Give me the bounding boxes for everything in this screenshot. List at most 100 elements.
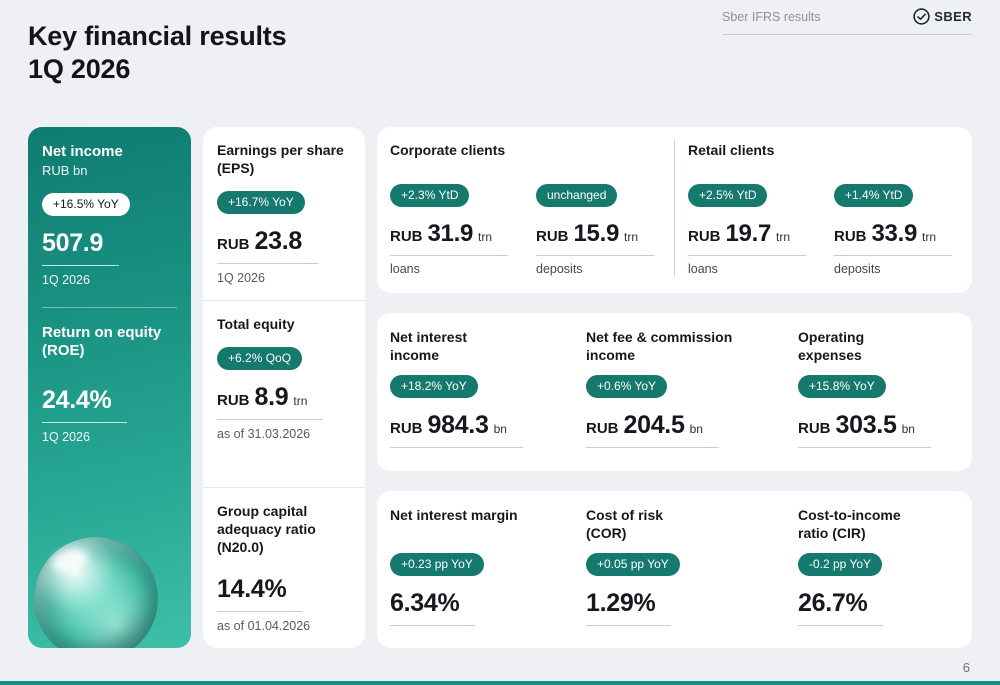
roe-value: 24.4% [42,386,112,414]
total-equity-currency: RUB [217,391,250,409]
corporate-loans-metric: +2.3% YtD RUB 31.9 trn loans [390,183,526,276]
operating-expenses-value-block: RUB 303.5 bn [798,411,956,448]
cost-of-risk-value-block: 1.29% [586,589,798,626]
corporate-clients-group: Corporate clients +2.3% YtD RUB 31.9 trn l… [377,127,674,293]
page-title: Key financial results 1Q 2026 [28,20,287,86]
eps-value-block: RUB 23.8 [217,227,351,264]
net-income-card: Net income RUB bn +16.5% YoY 507.9 1Q 20… [28,127,191,648]
fee-commission-income-metric: Net fee & commission income +0.6% YoY RU… [586,329,798,471]
clients-vertical-divider [674,139,675,277]
operating-expenses-badge: +15.8% YoY [798,375,886,398]
retail-deposits-unit: trn [922,229,937,244]
net-interest-margin-value: 6.34% [390,589,460,617]
net-income-value-block: 507.9 [42,229,177,266]
retail-deposits-currency: RUB [834,227,867,245]
corporate-loans-value-row: RUB 31.9 trn [390,219,509,256]
operating-expenses-unit: bn [901,422,915,436]
operating-expenses-title: Operating expenses [798,329,865,363]
net-interest-income-title: Net interest income [390,329,468,363]
corporate-deposits-label: deposits [536,261,583,276]
operating-expenses-metric: Operating expenses +15.8% YoY RUB 303.5 bn [798,329,956,471]
net-interest-income-currency: RUB [390,420,423,437]
cost-of-risk-value: 1.29% [586,589,656,617]
cost-to-income-badge: -0.2 pp YoY [798,553,883,576]
cost-of-risk-metric: Cost of risk (COR) +0.05 pp YoY 1.29% [586,507,798,648]
corporate-deposits-currency: RUB [536,227,569,245]
net-interest-margin-badge: +0.23 pp YoY [390,553,484,576]
left-card-divider [42,307,177,308]
equity-column-card: Earnings per share (EPS) +16.7% YoY RUB 2… [203,127,365,648]
total-equity-unit: trn [293,393,308,408]
cost-to-income-value: 26.7% [798,589,868,617]
cost-to-income-value-row: 26.7% [798,589,884,626]
retail-deposits-metric: +1.4% YtD RUB 33.9 trn deposits [834,183,970,276]
cost-to-income-value-block: 26.7% [798,589,956,626]
retail-loans-label: loans [688,261,718,276]
eps-badge: +16.7% YoY [217,190,305,214]
retail-deposits-value: 33.9 [871,219,918,247]
net-income-unit: RUB bn [42,163,88,178]
operating-expenses-currency: RUB [798,420,831,437]
eps-currency: RUB [217,235,250,253]
operating-expenses-value-row: RUB 303.5 bn [798,411,931,448]
net-interest-margin-value-block: 6.34% [390,589,586,626]
net-interest-income-badge: +18.2% YoY [390,375,478,398]
corporate-deposits-value-row: RUB 15.9 trn [536,219,655,256]
source-label: Sber IFRS results [722,9,821,24]
fee-commission-income-value-row: RUB 204.5 bn [586,411,719,448]
retail-deposits-value-block: RUB 33.9 trn [834,220,970,256]
retail-loans-value-block: RUB 19.7 trn [688,220,824,256]
brand-name: SBER [934,9,972,24]
operating-expenses-value: 303.5 [835,411,897,439]
roe-caption: 1Q 2026 [42,430,90,444]
net-interest-margin-value-row: 6.34% [390,589,476,626]
cost-to-income-title: Cost-to-income ratio (CIR) [798,507,901,541]
total-equity-badge: +6.2% QoQ [217,346,303,370]
fee-commission-income-unit: bn [689,422,703,436]
total-equity-caption: as of 31.03.2026 [217,426,311,441]
corporate-clients-metrics: +2.3% YtD RUB 31.9 trn loans unchanged RUB… [390,183,674,276]
corporate-loans-value: 31.9 [427,219,474,247]
source-note: Sber IFRS results SBER [722,8,972,35]
check-circle-icon [913,8,930,25]
retail-deposits-label: deposits [834,261,881,276]
cost-of-risk-title: Cost of risk (COR) [586,507,664,541]
net-interest-income-value-row: RUB 984.3 bn [390,411,523,448]
corporate-loans-value-block: RUB 31.9 trn [390,220,526,256]
retail-loans-badge: +2.5% YtD [688,183,768,207]
fee-commission-income-currency: RUB [586,420,619,437]
sber-logo: SBER [913,8,972,25]
net-interest-income-value-block: RUB 984.3 bn [390,411,586,448]
corporate-loans-unit: trn [478,229,493,244]
glass-sphere-decoration [34,537,158,648]
retail-loans-unit: trn [776,229,791,244]
retail-loans-currency: RUB [688,227,721,245]
capital-ratio-title: Group capital adequacy ratio (N20.0) [217,503,316,555]
net-income-badge: +16.5% YoY [42,193,130,216]
corporate-deposits-value: 15.9 [573,219,620,247]
corporate-clients-title: Corporate clients [390,142,506,158]
corporate-loans-label: loans [390,261,420,276]
cost-of-risk-badge: +0.05 pp YoY [586,553,680,576]
corporate-loans-currency: RUB [390,227,423,245]
corporate-deposits-metric: unchanged RUB 15.9 trn deposits [536,183,672,276]
retail-clients-group: Retail clients +2.5% YtD RUB 19.7 trn loan… [675,127,972,293]
fee-commission-income-value: 204.5 [623,411,685,439]
corporate-deposits-unit: trn [624,229,639,244]
capital-ratio-caption: as of 01.04.2026 [217,618,311,633]
retail-deposits-badge: +1.4% YtD [834,183,914,207]
total-equity-section: Total equity +6.2% QoQ RUB 8.9 trn as of 3… [203,300,365,487]
net-income-value-row: 507.9 [42,229,120,266]
page-number: 6 [962,660,970,675]
ratios-card: Net interest margin +0.23 pp YoY 6.34% C… [377,491,972,648]
total-equity-title: Total equity [217,316,295,332]
roe-value-block: 24.4% [42,386,177,423]
net-interest-margin-metric: Net interest margin +0.23 pp YoY 6.34% [390,507,586,648]
sphere-highlight [49,544,91,578]
income-card: Net interest income +18.2% YoY RUB 984.3 b… [377,313,972,471]
retail-loans-value: 19.7 [725,219,772,247]
cost-to-income-metric: Cost-to-income ratio (CIR) -0.2 pp YoY 2… [798,507,956,648]
retail-loans-value-row: RUB 19.7 trn [688,219,807,256]
corporate-deposits-value-block: RUB 15.9 trn [536,220,672,256]
